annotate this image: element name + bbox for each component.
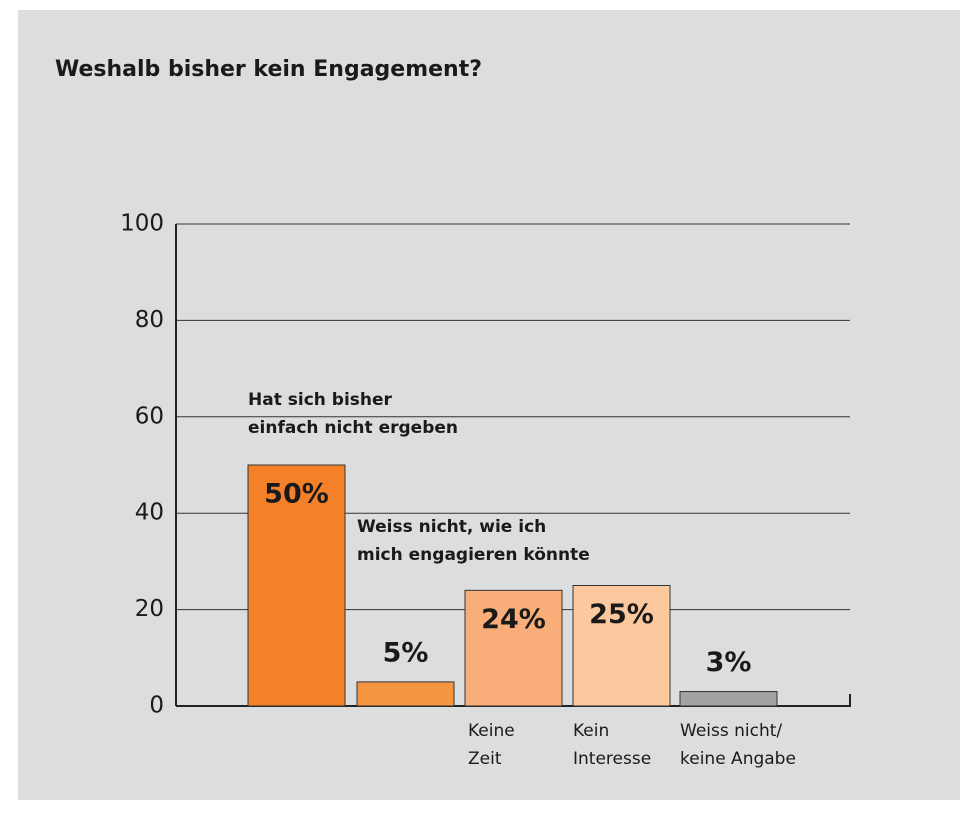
category-label: Keine <box>468 721 515 741</box>
value-label: 24% <box>481 604 546 635</box>
value-label: 50% <box>264 479 329 510</box>
category-label: Hat sich bisher <box>248 390 393 410</box>
y-tick-label: 80 <box>135 307 164 333</box>
category-label: einfach nicht ergeben <box>248 418 458 438</box>
category-label: mich engagieren könnte <box>357 545 590 565</box>
y-tick-label: 100 <box>120 211 164 237</box>
bar <box>572 585 671 707</box>
value-label: 5% <box>383 637 429 668</box>
y-tick-label: 40 <box>135 500 164 526</box>
chart-title: Weshalb bisher kein Engagement? <box>55 57 482 82</box>
bar <box>247 464 346 707</box>
category-label: Zeit <box>468 749 502 769</box>
category-label: Interesse <box>573 749 651 769</box>
y-tick-label: 20 <box>135 596 164 622</box>
category-label: keine Angabe <box>680 749 796 769</box>
bar <box>464 589 563 707</box>
y-tick-label: 60 <box>135 403 164 429</box>
bar <box>679 691 778 707</box>
category-label: Kein <box>573 721 609 741</box>
value-label: 25% <box>589 599 654 630</box>
bar <box>356 681 455 707</box>
y-tick-label: 0 <box>149 693 164 719</box>
category-label: Weiss nicht, wie ich <box>357 517 546 537</box>
value-label: 3% <box>706 647 752 678</box>
category-label: Weiss nicht/ <box>680 721 782 741</box>
